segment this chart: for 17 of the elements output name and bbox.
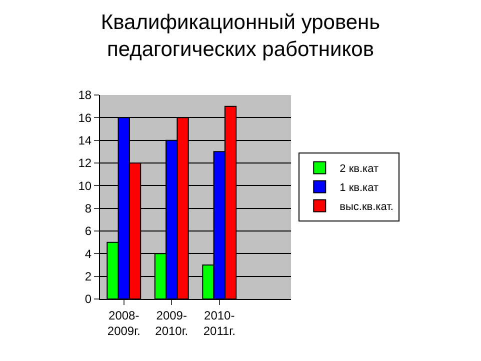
y-tick-label: 2 (84, 270, 92, 284)
y-tick-label: 8 (84, 202, 92, 216)
chart-title: Квалификационный уровень педагогических работников (100, 10, 380, 62)
y-tick-label: 18 (78, 88, 92, 102)
x-tick-label: 2008-2009г. (107, 308, 140, 338)
y-tick-label: 14 (78, 134, 92, 148)
y-tick-label: 10 (78, 178, 92, 193)
x-tick-label: 2009-2010г. (155, 308, 188, 338)
y-tick-label: 16 (78, 110, 92, 125)
y-tick-label: 12 (78, 156, 92, 170)
x-tick-label: 2010-2011г. (203, 308, 236, 338)
legend-label: 1 кв.кат (340, 182, 378, 194)
legend-label: 2 кв.кат (340, 163, 378, 176)
legend-label: выс.кв.кат. (340, 201, 394, 214)
y-tick-label: 0 (84, 292, 92, 306)
y-tick-label: 6 (84, 224, 92, 238)
y-tick-label: 4 (84, 246, 92, 261)
